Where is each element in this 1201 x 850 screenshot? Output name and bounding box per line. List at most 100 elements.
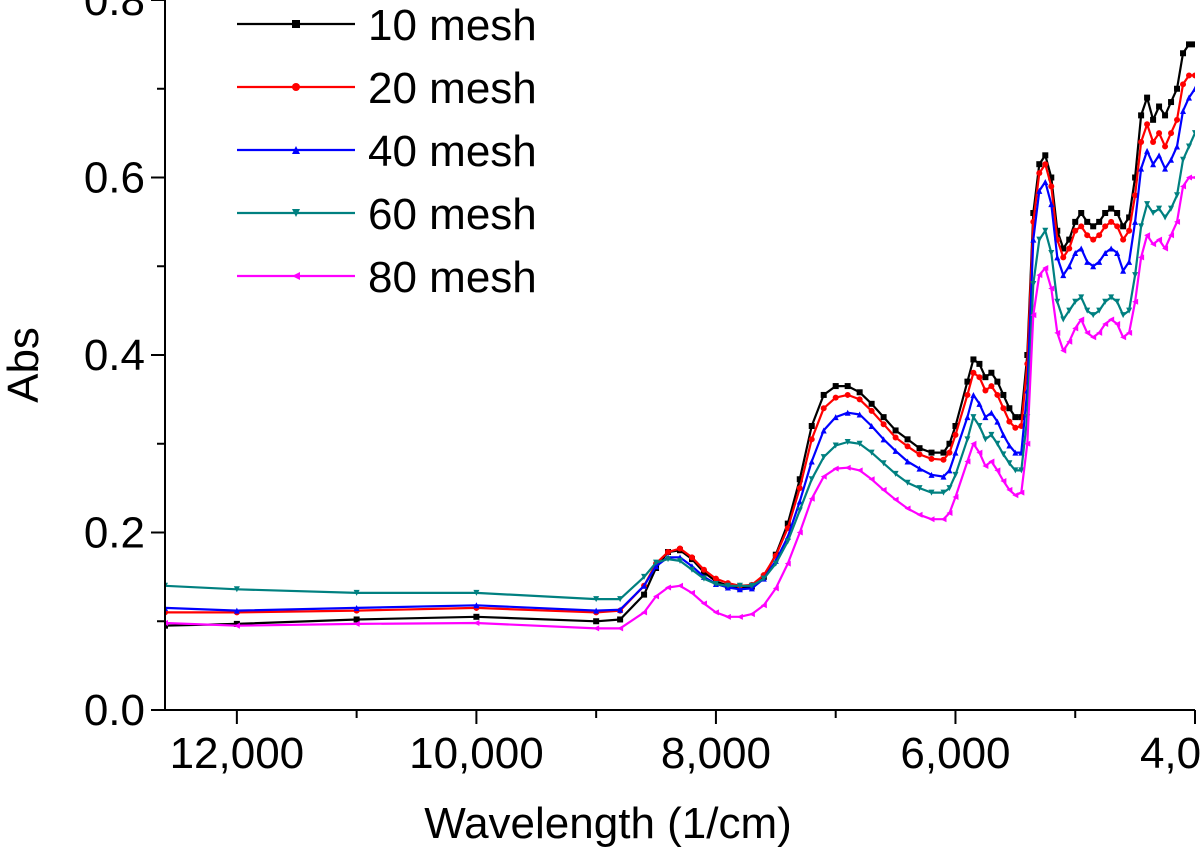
axes xyxy=(164,0,1195,711)
data-point xyxy=(1078,210,1085,216)
data-point xyxy=(964,391,971,398)
data-point xyxy=(1036,236,1043,243)
data-point xyxy=(1084,232,1091,239)
data-point xyxy=(1108,245,1115,252)
data-point xyxy=(928,471,935,478)
data-point xyxy=(1168,130,1175,137)
data-point xyxy=(916,451,923,458)
data-point xyxy=(653,593,660,600)
y-tick-labels: 0.0 0.2 0.4 0.6 0.8 xyxy=(84,0,145,735)
data-point xyxy=(1012,467,1019,474)
data-point xyxy=(1156,130,1163,137)
data-point xyxy=(982,374,989,381)
data-point xyxy=(1120,236,1127,243)
data-point xyxy=(856,396,863,403)
series-80-mesh xyxy=(165,174,1195,632)
data-point xyxy=(593,618,600,625)
data-point xyxy=(1012,449,1019,456)
data-point xyxy=(784,560,791,567)
data-point xyxy=(1036,161,1043,168)
data-point xyxy=(677,545,683,552)
data-point xyxy=(617,625,624,632)
data-point xyxy=(994,418,1001,425)
data-point xyxy=(1162,214,1169,221)
data-point xyxy=(940,456,947,463)
data-point xyxy=(940,473,947,480)
data-point xyxy=(982,436,989,443)
data-point xyxy=(1126,258,1133,265)
data-point xyxy=(1054,329,1061,336)
data-point xyxy=(970,369,977,376)
data-point xyxy=(1096,218,1103,225)
data-point xyxy=(808,476,815,483)
data-point xyxy=(1120,223,1127,230)
data-point xyxy=(1126,227,1133,234)
data-point xyxy=(1096,329,1103,336)
data-point xyxy=(940,489,947,496)
data-point xyxy=(1138,139,1145,145)
data-point xyxy=(856,389,863,396)
data-point xyxy=(736,586,743,593)
data-point xyxy=(736,582,743,589)
data-point xyxy=(1048,249,1055,256)
y-tick-label: 0.0 xyxy=(84,686,145,735)
x-tick-labels: 12,000 10,000 8,000 6,000 4,000 xyxy=(170,729,1201,778)
data-point xyxy=(1132,272,1139,279)
data-point xyxy=(1066,338,1073,345)
data-point xyxy=(688,554,695,561)
data-point xyxy=(1168,156,1175,163)
data-point xyxy=(593,607,600,614)
data-point xyxy=(1150,139,1157,145)
data-point xyxy=(1108,316,1115,323)
data-point xyxy=(1114,249,1121,256)
data-point xyxy=(982,462,989,469)
data-point xyxy=(1048,174,1055,181)
data-point xyxy=(1102,320,1109,327)
data-point xyxy=(844,464,851,471)
data-point xyxy=(976,423,983,429)
data-point xyxy=(233,607,240,614)
data-point xyxy=(832,442,839,449)
data-point xyxy=(1174,192,1181,199)
data-point xyxy=(904,436,911,443)
data-point xyxy=(1192,41,1195,48)
data-point xyxy=(1192,85,1195,92)
data-point xyxy=(617,606,624,613)
data-point xyxy=(808,436,815,443)
data-point xyxy=(1102,223,1109,230)
data-point xyxy=(688,566,695,573)
data-point xyxy=(982,387,989,394)
data-point xyxy=(1132,192,1139,199)
data-point xyxy=(653,559,660,566)
data-point xyxy=(832,414,839,421)
data-point xyxy=(820,405,827,412)
data-point xyxy=(1054,254,1061,261)
data-point xyxy=(760,575,767,582)
legend-label: 40 mesh xyxy=(368,127,537,176)
data-point xyxy=(688,589,695,596)
data-point xyxy=(868,449,875,456)
data-point xyxy=(665,549,672,556)
data-point xyxy=(1114,223,1121,230)
series-line xyxy=(165,132,1195,601)
data-point xyxy=(1132,218,1139,225)
data-point xyxy=(880,486,887,493)
data-point xyxy=(1114,298,1121,305)
data-point xyxy=(1126,329,1133,336)
data-point xyxy=(1180,81,1187,88)
data-point xyxy=(1102,210,1109,216)
data-point xyxy=(665,556,672,563)
data-point xyxy=(892,447,899,454)
data-point xyxy=(1078,223,1085,230)
data-point xyxy=(976,400,983,407)
data-point xyxy=(353,589,360,596)
data-point xyxy=(1156,236,1163,243)
data-point xyxy=(1186,143,1193,150)
data-point xyxy=(1192,176,1195,179)
data-point xyxy=(1066,236,1073,243)
y-tick-label: 0.4 xyxy=(84,331,145,380)
data-point xyxy=(593,625,600,632)
legend-label: 20 mesh xyxy=(368,64,537,113)
data-point xyxy=(653,563,660,570)
data-point xyxy=(1174,218,1181,225)
